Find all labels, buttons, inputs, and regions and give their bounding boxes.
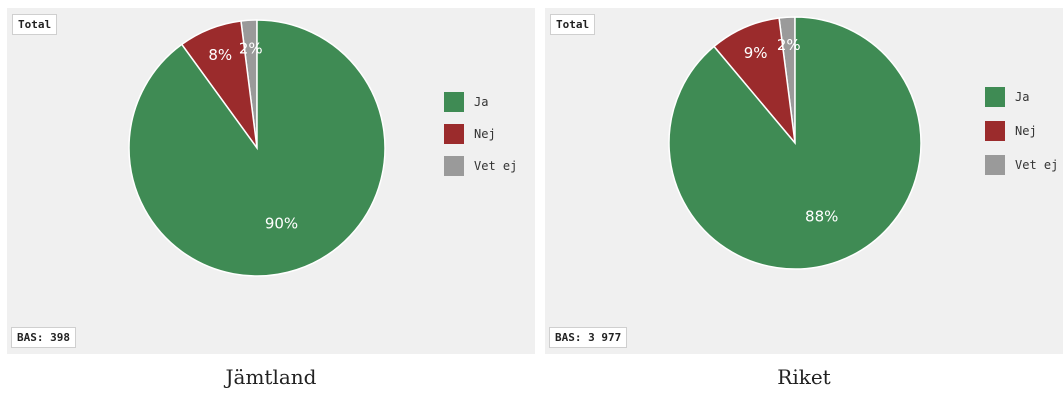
total-tag: Total (12, 14, 58, 35)
pie-label-nej: 8% (208, 46, 232, 64)
legend-swatch-ja (985, 87, 1005, 107)
legend-label-ja: Ja (1015, 90, 1030, 104)
pie-label-nej: 9% (744, 44, 768, 62)
legend-label-nej: Nej (1015, 124, 1037, 138)
legend-swatch-nej (444, 124, 464, 144)
base-value: 3 977 (588, 331, 622, 344)
pie-slice-ja (668, 16, 922, 270)
total-tag: Total (550, 14, 596, 35)
pie-slice-ja (128, 19, 386, 277)
legend-swatch-vet-ej (985, 155, 1005, 175)
base-label: BAS: (555, 331, 582, 344)
pie-label-vet-ej: 2% (777, 36, 801, 54)
pie-label-ja: 88% (805, 207, 838, 225)
legend-swatch-ja (444, 92, 464, 112)
legend-label-vet-ej: Vet ej (1015, 158, 1059, 172)
caption-riket: Riket (777, 365, 831, 389)
legend-label-nej: Nej (474, 127, 496, 141)
pie-chart-riket: 2% 9% 88% (668, 16, 922, 270)
base-count-tag: BAS: 3 977 (549, 327, 628, 348)
pie-label-ja: 90% (265, 214, 298, 232)
base-value: 398 (50, 331, 70, 344)
base-label: BAS: (17, 331, 44, 344)
legend-label-ja: Ja (474, 95, 489, 109)
legend-swatch-nej (985, 121, 1005, 141)
base-count-tag: BAS: 398 (11, 327, 76, 348)
legend-label-vet-ej: Vet ej (474, 159, 518, 173)
legend-swatch-vet-ej (444, 156, 464, 176)
pie-chart-jamtland: 2% 8% 90% (128, 19, 386, 277)
caption-jamtland: Jämtland (225, 365, 317, 389)
chart-panel-riket: Total 2% 9% 88% Ja Nej Vet ej BAS: 3 977 (545, 8, 1063, 354)
chart-panel-jamtland: Total 2% 8% 90% Ja Nej Vet ej BAS: 398 (7, 8, 535, 354)
pie-label-vet-ej: 2% (239, 39, 263, 57)
